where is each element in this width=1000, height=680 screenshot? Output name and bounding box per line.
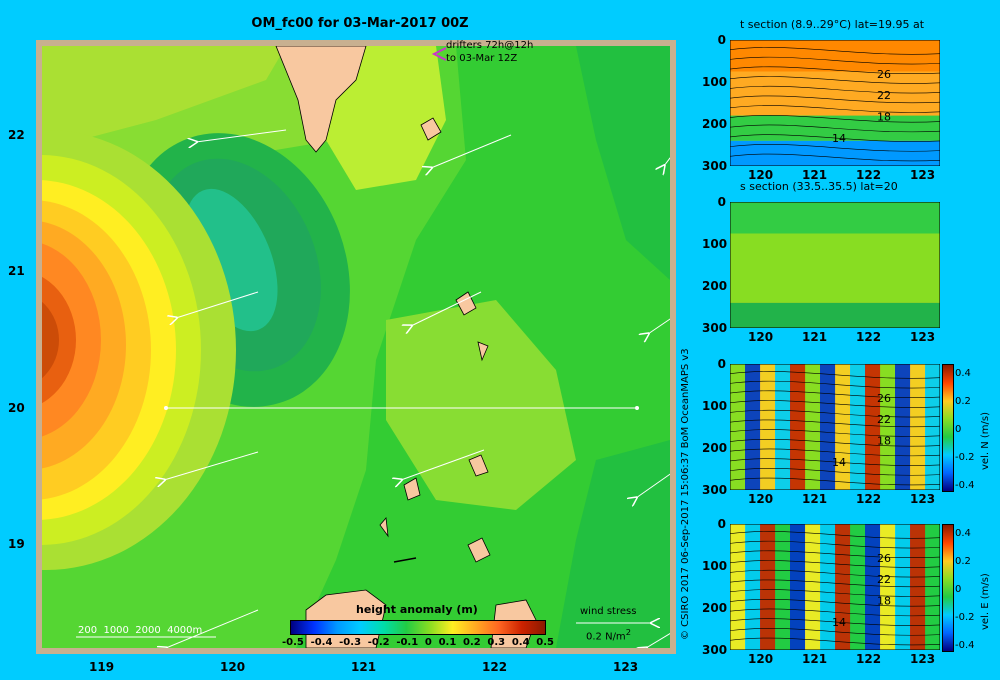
lon-tick: 120 [220, 660, 246, 674]
lon-tick: 122 [856, 168, 882, 182]
colorbar-tick: 0.4 [955, 368, 971, 379]
depth-tick: 200 [702, 601, 728, 615]
colorbar-tick: 0.4 [955, 528, 971, 539]
depth-tick: 0 [717, 357, 726, 371]
velocity-colorbar [942, 364, 954, 492]
colorbar-tick: -0.4 [955, 480, 975, 491]
section-plot: 26 22 18 14 [730, 364, 940, 490]
wind-stress-value: 0.2 N/m2 [586, 627, 631, 643]
panel-title: s section (33.5..35.5) lat=20 [740, 180, 898, 193]
taiwan-land [275, 46, 367, 153]
colorbar-label: vel. E (m/s) [980, 573, 991, 630]
drifters-label-line2: to 03-Mar 12Z [446, 53, 518, 64]
colorbar-tick: -0.2 [955, 452, 975, 463]
lon-tick: 120 [748, 168, 774, 182]
lon-tick: 123 [910, 168, 936, 182]
drifters-label-line1: drifters 72h@12h [446, 40, 534, 51]
lon-tick: 123 [613, 660, 639, 674]
colorbar-tick: 0 [955, 424, 962, 435]
height-anomaly-map[interactable] [36, 40, 676, 654]
contour-label: 26 [877, 68, 891, 81]
lon-tick: 121 [802, 168, 828, 182]
lon-tick: 120 [748, 330, 774, 344]
depth-tick: 200 [702, 279, 728, 293]
lat-tick: 22 [8, 128, 25, 142]
lon-tick: 121 [802, 652, 828, 666]
contour-label: 22 [877, 573, 891, 586]
depth-tick: 300 [702, 321, 728, 335]
depth-tick: 0 [717, 517, 726, 531]
velocity-colorbar [942, 524, 954, 652]
map-title: OM_fc00 for 03-Mar-2017 00Z [251, 16, 469, 31]
depth-legend: 200 1000 2000 4000m [78, 625, 203, 636]
lon-tick: 119 [89, 660, 115, 674]
drifter-marker-icon [431, 47, 447, 61]
colorbar-title: height anomaly (m) [356, 603, 478, 616]
depth-tick: 300 [702, 643, 728, 657]
contour-label: 18 [877, 595, 891, 608]
lon-tick: 120 [748, 492, 774, 506]
contour-label: 22 [877, 413, 891, 426]
lon-tick: 121 [351, 660, 377, 674]
lon-tick: 121 [802, 492, 828, 506]
panel-title: t section (8.9..29°C) lat=19.95 at [740, 18, 925, 31]
section-plot: 26 22 18 14 [730, 524, 940, 650]
colorbar-label: vel. N (m/s) [980, 412, 991, 470]
lon-tick: 121 [802, 330, 828, 344]
lat-tick: 19 [8, 537, 25, 551]
lon-tick: 123 [910, 652, 936, 666]
depth-tick: 100 [702, 559, 728, 573]
section-plot: 26 22 18 14 [730, 40, 940, 166]
depth-tick: 200 [702, 441, 728, 455]
contour-label: 18 [877, 435, 891, 448]
wind-stress-arrows [164, 129, 670, 648]
depth-tick: 100 [702, 399, 728, 413]
colorbar-tick: 0.2 [955, 396, 971, 407]
colorbar-ticks: -0.5 -0.4 -0.3 -0.2 -0.1 0 0.1 0.2 0.3 0… [282, 637, 554, 648]
lat-tick: 21 [8, 264, 25, 278]
lon-tick: 122 [856, 652, 882, 666]
contour-label: 22 [877, 89, 891, 102]
section-plot [730, 202, 940, 328]
depth-tick: 200 [702, 117, 728, 131]
lon-tick: 122 [856, 492, 882, 506]
lon-tick: 123 [910, 330, 936, 344]
wind-stress-label: wind stress [580, 606, 637, 617]
section-line [164, 406, 639, 410]
lon-tick: 122 [482, 660, 508, 674]
contour-label: 26 [877, 552, 891, 565]
lon-tick: 123 [910, 492, 936, 506]
depth-tick: 300 [702, 159, 728, 173]
contour-label: 26 [877, 392, 891, 405]
lat-tick: 20 [8, 401, 25, 415]
depth-tick: 0 [717, 195, 726, 209]
credit-text: © CSIRO 2017 06-Sep-2017 15:06:37 BoM Oc… [680, 348, 691, 640]
contour-label: 18 [877, 111, 891, 124]
colorbar-tick: -0.4 [955, 640, 975, 651]
lon-tick: 122 [856, 330, 882, 344]
contour-label: 14 [832, 132, 846, 145]
depth-tick: 100 [702, 237, 728, 251]
height-colorbar [290, 620, 546, 635]
lon-tick: 120 [748, 652, 774, 666]
colorbar-tick: 0.2 [955, 556, 971, 567]
depth-tick: 0 [717, 33, 726, 47]
colorbar-tick: -0.2 [955, 612, 975, 623]
depth-tick: 100 [702, 75, 728, 89]
depth-tick: 300 [702, 483, 728, 497]
contour-label: 14 [832, 456, 846, 469]
colorbar-tick: 0 [955, 584, 962, 595]
contour-label: 14 [832, 616, 846, 629]
